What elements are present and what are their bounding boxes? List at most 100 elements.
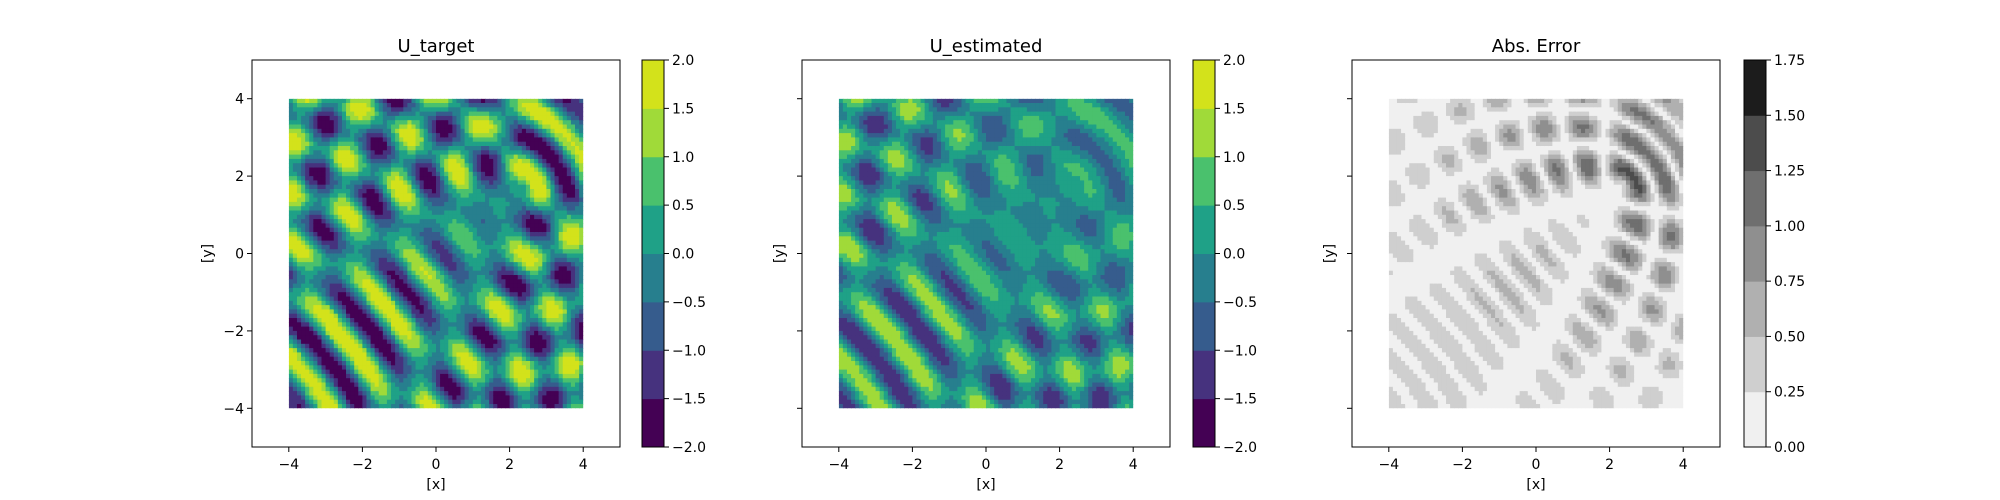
heatmap-cell	[395, 193, 400, 199]
heatmap-cell	[288, 214, 294, 220]
heatmap-cell	[292, 283, 298, 289]
heatmap-cell	[382, 279, 388, 285]
heatmap-cell	[521, 283, 527, 289]
heatmap-cell	[301, 180, 306, 186]
heatmap-cell	[321, 283, 327, 289]
heatmap-cell	[341, 292, 347, 298]
heatmap-cell	[476, 206, 482, 212]
heatmap-cell	[415, 399, 421, 405]
heatmap-cell	[399, 240, 404, 246]
heatmap-cell	[521, 236, 527, 242]
heatmap-cell	[440, 356, 445, 362]
heatmap-cell	[521, 348, 527, 353]
heatmap-cell	[366, 201, 372, 207]
heatmap-cell	[521, 257, 527, 263]
heatmap-cell	[468, 128, 474, 134]
heatmap-cell	[538, 300, 543, 306]
heatmap-cell	[542, 305, 547, 310]
heatmap-cell	[546, 343, 552, 349]
heatmap-cell	[358, 189, 363, 194]
heatmap-cell	[460, 399, 466, 405]
heatmap-cell	[493, 292, 498, 298]
heatmap-cell	[452, 128, 458, 134]
heatmap-cell	[550, 369, 556, 375]
heatmap-cell	[546, 287, 552, 293]
heatmap-cell	[346, 193, 351, 199]
heatmap-cell	[456, 115, 462, 121]
heatmap-cell	[558, 176, 564, 181]
heatmap-cell	[358, 111, 363, 117]
heatmap-cell	[321, 249, 327, 255]
heatmap-cell	[329, 98, 335, 104]
heatmap-cell	[292, 300, 298, 306]
heatmap-cell	[436, 330, 441, 336]
heatmap-cell	[501, 244, 507, 250]
heatmap-cell	[485, 352, 490, 358]
heatmap-cell	[530, 201, 535, 207]
heatmap-cell	[354, 107, 359, 113]
heatmap-cell	[513, 352, 519, 358]
heatmap-cell	[501, 262, 507, 267]
heatmap-cell	[411, 219, 417, 224]
heatmap-cell	[525, 283, 531, 289]
heatmap-cell	[378, 287, 384, 293]
heatmap-cell	[554, 356, 560, 362]
heatmap-cell	[436, 219, 441, 224]
heatmap-cell	[382, 266, 388, 272]
heatmap-cell	[301, 326, 306, 332]
heatmap-cell	[460, 111, 466, 117]
heatmap-cell	[489, 167, 494, 173]
heatmap-cell	[325, 399, 331, 405]
heatmap-cell	[452, 391, 458, 396]
heatmap-cell	[440, 201, 445, 207]
heatmap-cell	[517, 158, 523, 164]
heatmap-cell	[305, 103, 310, 108]
heatmap-cell	[505, 292, 511, 298]
heatmap-cell	[362, 361, 368, 366]
heatmap-cell	[378, 386, 384, 392]
heatmap-cell	[566, 343, 572, 349]
heatmap-cell	[399, 262, 404, 267]
heatmap-cell	[399, 244, 404, 250]
heatmap-cell	[493, 128, 498, 134]
heatmap-cell	[505, 210, 511, 216]
heatmap-cell	[313, 352, 319, 358]
heatmap-cell	[366, 115, 372, 121]
heatmap-cell	[325, 223, 331, 229]
heatmap-cell	[566, 305, 572, 310]
heatmap-cell	[427, 223, 433, 229]
heatmap-cell	[333, 253, 339, 259]
heatmap-cell	[550, 262, 556, 267]
heatmap-cell	[305, 313, 310, 319]
heatmap-cell	[431, 343, 437, 349]
heatmap-cell	[513, 326, 519, 332]
heatmap-cell	[554, 124, 560, 130]
heatmap-cell	[554, 352, 560, 358]
heatmap-cell	[403, 305, 408, 310]
heatmap-cell	[341, 266, 347, 272]
heatmap-cell	[321, 270, 327, 276]
heatmap-cell	[448, 193, 453, 199]
heatmap-cell	[554, 391, 560, 396]
heatmap-cell	[382, 382, 388, 388]
heatmap-cell	[546, 378, 552, 384]
heatmap-cell	[456, 369, 462, 375]
heatmap-cell	[444, 253, 449, 259]
heatmap-cell	[333, 240, 339, 246]
heatmap-cell	[333, 382, 339, 388]
heatmap-cell	[415, 378, 421, 384]
heatmap-cell	[497, 283, 503, 289]
heatmap-cell	[550, 395, 556, 401]
heatmap-cell	[321, 171, 327, 177]
heatmap-cell	[288, 146, 294, 151]
heatmap-cell	[378, 206, 384, 212]
heatmap-cell	[362, 266, 368, 272]
heatmap-cell	[427, 292, 433, 298]
heatmap-cell	[321, 206, 327, 212]
heatmap-cell	[509, 270, 515, 276]
heatmap-cell	[325, 171, 331, 177]
heatmap-cell	[378, 249, 384, 255]
heatmap-cell	[362, 365, 368, 371]
heatmap-cell	[464, 158, 470, 164]
heatmap-cell	[346, 249, 351, 255]
